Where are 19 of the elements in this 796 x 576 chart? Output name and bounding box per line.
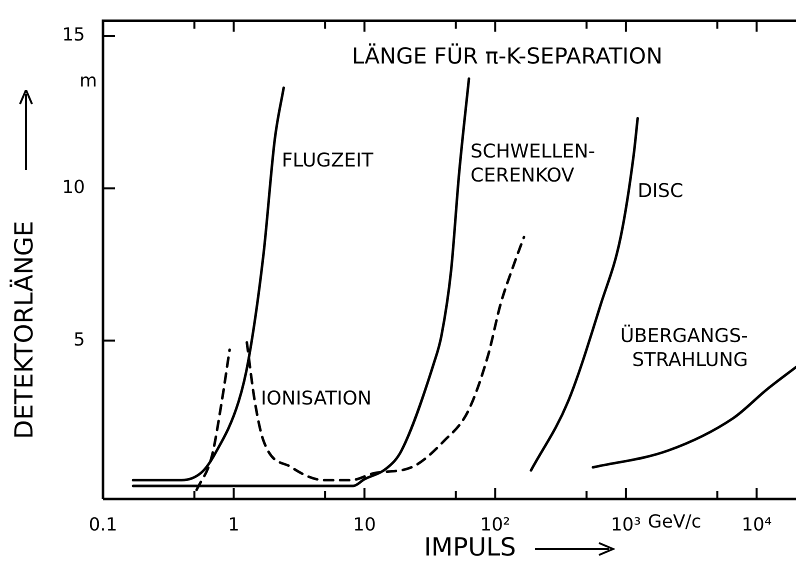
x-tick-label: 10² xyxy=(480,514,510,536)
x-axis-title: IMPULS xyxy=(424,532,516,562)
text: GeV/c xyxy=(648,512,702,533)
text: m xyxy=(79,70,97,92)
y-tick-label: 10 xyxy=(62,176,85,198)
x-tick-label: 0.1 xyxy=(88,514,118,536)
text: LÄNGE FÜR π-K-SEPARATION xyxy=(352,42,663,70)
x-tick-label: 10⁴ xyxy=(742,514,772,536)
series-label: IONISATION xyxy=(260,387,372,410)
x-tick-label: 10³ xyxy=(610,514,641,536)
series-label: FLUGZEIT xyxy=(282,150,374,172)
series-label: SCHWELLEN- CERENKOV xyxy=(470,140,596,187)
series-label: DISC xyxy=(638,180,684,202)
y-axis-title: DETEKTORLÄNGE xyxy=(10,220,38,440)
y-tick-label: 5 xyxy=(74,329,85,350)
y-tick-label: 15 xyxy=(62,24,85,46)
x-tick-label: 10 xyxy=(353,514,376,536)
x-tick-label: 1 xyxy=(228,514,240,536)
series-label: ÜBERGANGS- STRAHLUNG xyxy=(620,324,748,372)
